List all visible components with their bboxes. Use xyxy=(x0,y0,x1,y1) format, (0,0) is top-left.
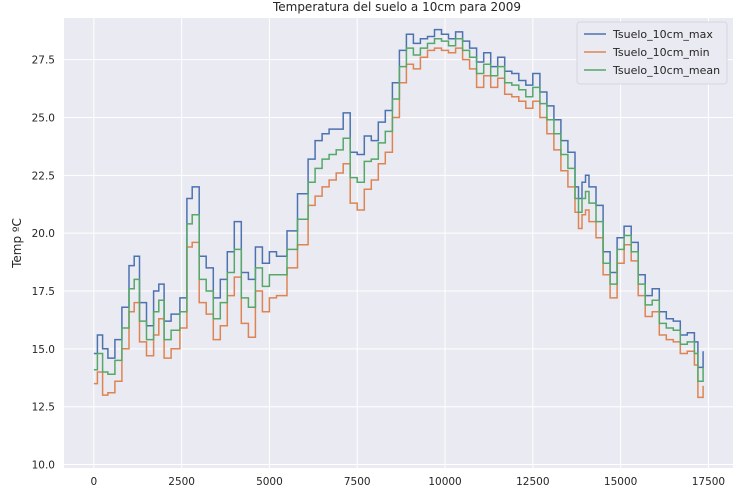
y-tick-label: 17.5 xyxy=(32,286,55,298)
series-line-tsuelo-10cm-mean xyxy=(93,38,704,382)
y-axis-ticks: 10.0 12.5 15.0 17.5 20.0 22.5 25.0 27.5 xyxy=(32,55,55,472)
series-layer xyxy=(93,28,704,399)
legend-label: Tsuelo_10cm_mean xyxy=(612,64,720,77)
x-tick-label: 2500 xyxy=(168,476,195,488)
y-tick-label: 15.0 xyxy=(32,344,55,356)
legend-label: Tsuelo_10cm_min xyxy=(612,46,710,59)
x-tick-label: 5000 xyxy=(256,476,283,488)
x-tick-label: 7500 xyxy=(344,476,371,488)
legend: Tsuelo_10cm_max Tsuelo_10cm_min Tsuelo_10c… xyxy=(576,21,728,85)
x-tick-label: 15000 xyxy=(604,476,637,488)
y-axis-label: Temp ºC xyxy=(10,218,24,269)
y-tick-label: 25.0 xyxy=(32,112,55,124)
x-axis-ticks: 0 2500 5000 7500 10000 12500 15000 17500 xyxy=(91,476,726,488)
x-tick-label: 0 xyxy=(91,476,98,488)
legend-box xyxy=(576,21,728,85)
y-tick-label: 10.0 xyxy=(32,460,55,472)
x-tick-label: 17500 xyxy=(692,476,725,488)
chart-title: Temperatura del suelo a 10cm para 2009 xyxy=(272,0,521,14)
legend-label: Tsuelo_10cm_max xyxy=(612,28,713,41)
x-tick-label: 10000 xyxy=(428,476,461,488)
y-tick-label: 12.5 xyxy=(32,402,55,414)
x-tick-label: 12500 xyxy=(516,476,549,488)
y-tick-label: 20.0 xyxy=(32,228,55,240)
y-tick-label: 27.5 xyxy=(32,55,55,67)
series-line-tsuelo-10cm-max xyxy=(93,28,704,369)
plot-area xyxy=(64,18,733,468)
y-tick-label: 22.5 xyxy=(32,170,55,182)
